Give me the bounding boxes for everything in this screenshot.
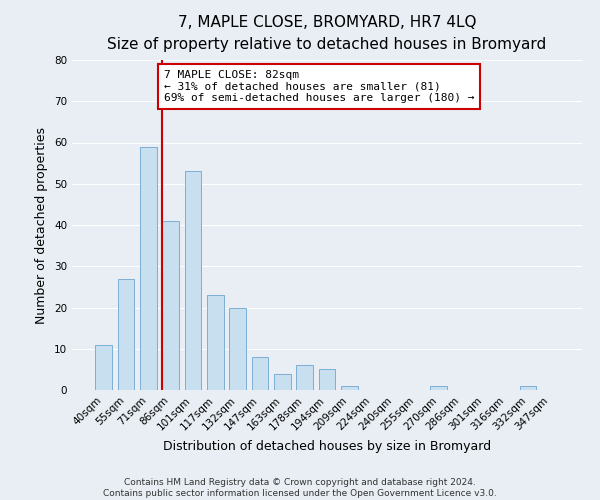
Bar <box>430 386 447 390</box>
Bar <box>207 295 224 390</box>
Bar <box>274 374 290 390</box>
Bar <box>251 357 268 390</box>
Bar <box>319 370 335 390</box>
Y-axis label: Number of detached properties: Number of detached properties <box>35 126 49 324</box>
Text: 7 MAPLE CLOSE: 82sqm
← 31% of detached houses are smaller (81)
69% of semi-detac: 7 MAPLE CLOSE: 82sqm ← 31% of detached h… <box>164 70 475 103</box>
Bar <box>520 386 536 390</box>
Bar <box>185 172 202 390</box>
Bar <box>341 386 358 390</box>
Bar <box>118 278 134 390</box>
Bar <box>229 308 246 390</box>
Bar <box>95 344 112 390</box>
X-axis label: Distribution of detached houses by size in Bromyard: Distribution of detached houses by size … <box>163 440 491 453</box>
Text: Contains HM Land Registry data © Crown copyright and database right 2024.
Contai: Contains HM Land Registry data © Crown c… <box>103 478 497 498</box>
Bar <box>296 365 313 390</box>
Title: 7, MAPLE CLOSE, BROMYARD, HR7 4LQ
Size of property relative to detached houses i: 7, MAPLE CLOSE, BROMYARD, HR7 4LQ Size o… <box>107 14 547 52</box>
Bar <box>162 221 179 390</box>
Bar <box>140 146 157 390</box>
